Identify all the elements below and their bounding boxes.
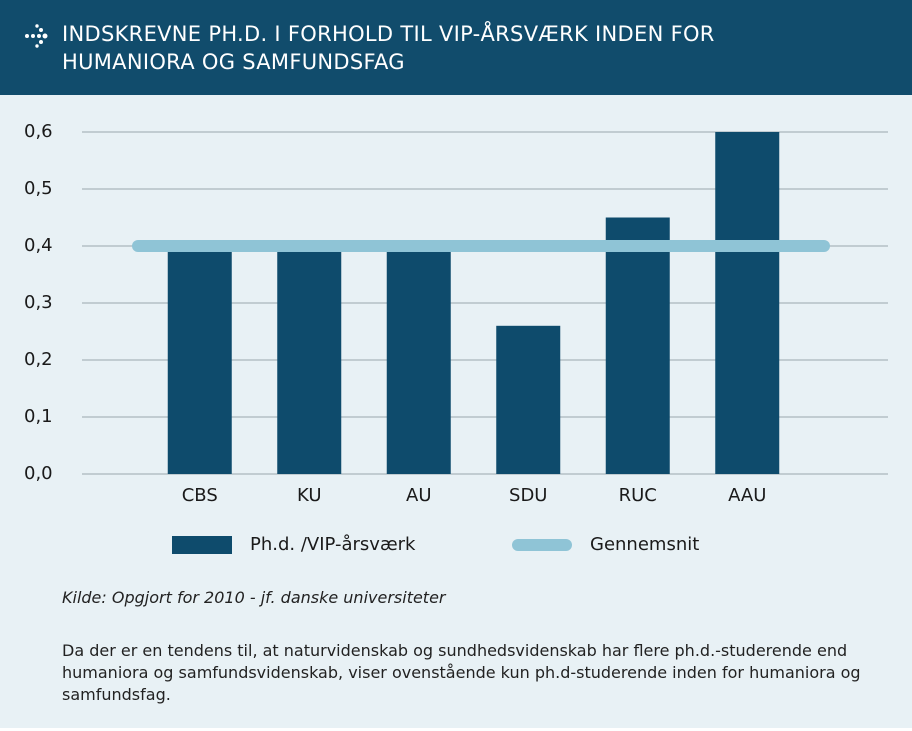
source: Kilde: Opgjort for 2010 - jf. danske uni… — [62, 588, 446, 607]
y-tick-label: 0,5 — [24, 178, 53, 199]
y-tick-label: 0,6 — [24, 121, 53, 142]
y-tick-label: 0,3 — [24, 292, 53, 313]
x-tick-label: KU — [297, 485, 322, 506]
legend-label: Ph.d. /VIP-årsværk — [250, 534, 416, 555]
x-tick-label: AU — [406, 485, 432, 506]
bar — [715, 132, 780, 474]
title-line: HUMANIORA OG SAMFUNDSFAG — [62, 50, 405, 74]
bar — [496, 325, 561, 474]
y-tick-label: 0,1 — [24, 406, 53, 427]
bar — [277, 246, 342, 474]
bar — [605, 217, 670, 474]
bar — [386, 240, 451, 474]
title-line: INDSKREVNE PH.D. I FORHOLD TIL VIP-ÅRSVÆ… — [62, 22, 715, 46]
x-tick-label: CBS — [182, 485, 218, 506]
y-tick-label: 0,0 — [24, 463, 53, 484]
legend-label: Gennemsnit — [590, 534, 699, 555]
y-tick-label: 0,4 — [24, 235, 53, 256]
x-tick-label: AAU — [728, 485, 766, 506]
y-tick-label: 0,2 — [24, 349, 53, 370]
header: INDSKREVNE PH.D. I FORHOLD TIL VIP-ÅRSVÆ… — [0, 0, 912, 95]
legend-swatch — [172, 536, 232, 554]
note: Da der er en tendens til, at naturvidens… — [62, 641, 861, 704]
x-tick-label: RUC — [619, 485, 657, 506]
bar — [167, 251, 232, 474]
chart: 0,0 0,1 0,2 0,3 0,4 0,5 0,6 CBS KU AU SDU RUC AAU Ph.… — [24, 121, 888, 555]
header-icon — [25, 24, 48, 48]
x-tick-label: SDU — [509, 485, 547, 506]
